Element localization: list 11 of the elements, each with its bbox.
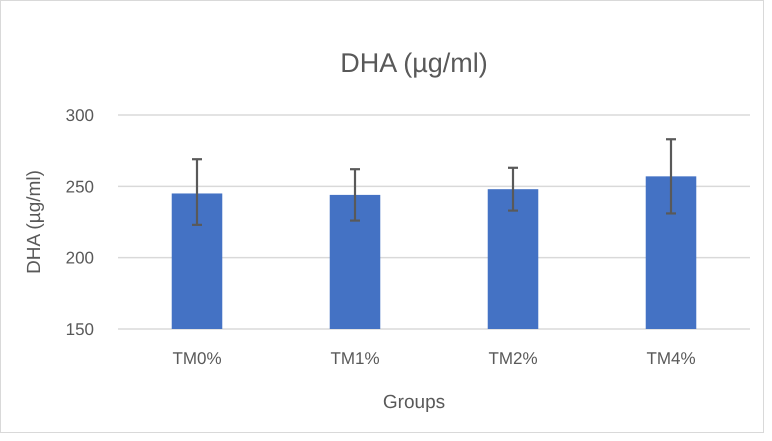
x-axis-title: Groups [382, 392, 446, 413]
y-tick-label: 150 [66, 320, 94, 339]
x-tick-label: TM4% [646, 349, 696, 368]
y-tick-label: 250 [66, 177, 94, 196]
chart-title: DHA (µg/ml) [340, 48, 488, 78]
x-tick-label: TM2% [488, 349, 538, 368]
x-tick-label: TM0% [172, 349, 222, 368]
y-axis-title: DHA (µg/ml) [24, 170, 45, 274]
x-tick-label: TM1% [330, 349, 380, 368]
y-tick-label: 300 [66, 106, 94, 125]
y-tick-label: 200 [66, 248, 94, 268]
